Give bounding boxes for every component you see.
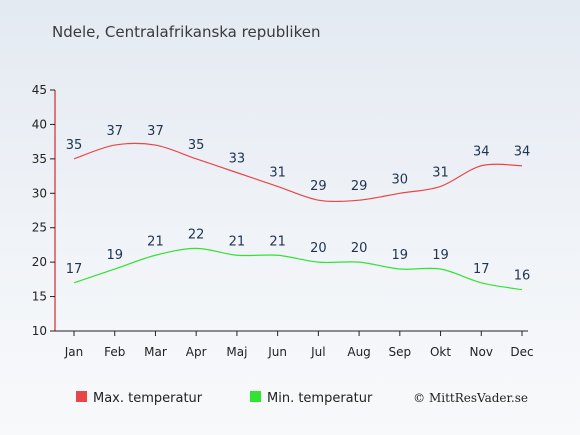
min-data-label: 20 (351, 241, 368, 256)
x-tick-label: Nov (470, 345, 493, 359)
data-labels: 35 37 37 35 33 31 29 29 30 31 34 34 17 19 21 22 21 21 20 20… (66, 124, 531, 284)
max-data-label: 37 (106, 124, 123, 139)
min-data-label: 17 (66, 262, 83, 277)
max-data-label: 30 (392, 172, 409, 187)
max-data-label: 34 (473, 145, 490, 160)
y-tick-label: 20 (32, 255, 47, 269)
max-data-label: 31 (269, 165, 286, 180)
y-tick-label: 40 (32, 117, 47, 131)
max-data-label: 33 (229, 152, 246, 167)
x-tick-label: Apr (186, 345, 207, 359)
x-tick-label: Feb (104, 345, 125, 359)
x-tick-label: Okt (430, 345, 451, 359)
min-data-label: 20 (310, 241, 327, 256)
min-data-label: 21 (229, 234, 246, 249)
max-data-label: 29 (310, 179, 327, 194)
x-tick-label: Mar (144, 345, 167, 359)
series-lines (73, 142, 523, 291)
y-axis-ticks: 10 15 20 25 30 35 40 45 (32, 83, 55, 338)
min-data-label: 21 (269, 234, 286, 249)
legend-label-min: Min. temperatur (267, 391, 373, 406)
x-tick-label: Jul (310, 345, 325, 359)
y-tick-label: 10 (32, 324, 47, 338)
x-tick-label: Aug (347, 345, 370, 359)
min-data-label: 21 (147, 234, 164, 249)
max-data-label: 35 (66, 138, 83, 153)
legend-swatch-max (76, 391, 87, 402)
min-data-label: 19 (432, 248, 449, 263)
x-tick-label: Sep (389, 345, 412, 359)
credit-text: © MittResVader.se (413, 391, 528, 405)
min-temperature-line (73, 247, 523, 291)
y-tick-label: 25 (32, 221, 47, 235)
y-tick-label: 15 (32, 290, 47, 304)
max-data-label: 37 (147, 124, 164, 139)
x-tick-label: Jun (267, 345, 287, 359)
max-data-label: 31 (432, 165, 449, 180)
min-data-label: 22 (188, 227, 205, 242)
x-tick-label: Dec (510, 345, 533, 359)
chart-title: Ndele, Centralafrikanska republiken (52, 23, 320, 41)
max-temperature-line (73, 142, 523, 203)
legend-swatch-min (250, 391, 261, 402)
y-tick-label: 45 (32, 83, 47, 97)
max-data-label: 34 (514, 145, 531, 160)
x-tick-label: Jan (64, 345, 84, 359)
min-data-label: 16 (514, 269, 531, 284)
min-data-label: 19 (106, 248, 123, 263)
min-data-label: 19 (392, 248, 409, 263)
x-tick-label: Maj (226, 345, 247, 359)
min-data-label: 17 (473, 262, 490, 277)
y-tick-label: 35 (32, 152, 47, 166)
max-data-label: 35 (188, 138, 205, 153)
x-axis-ticks: Jan Feb Mar Apr Maj Jun Jul Aug Sep Okt Nov Dec (64, 331, 534, 359)
y-tick-label: 30 (32, 186, 47, 200)
max-data-label: 29 (351, 179, 368, 194)
legend-label-max: Max. temperatur (93, 391, 203, 406)
